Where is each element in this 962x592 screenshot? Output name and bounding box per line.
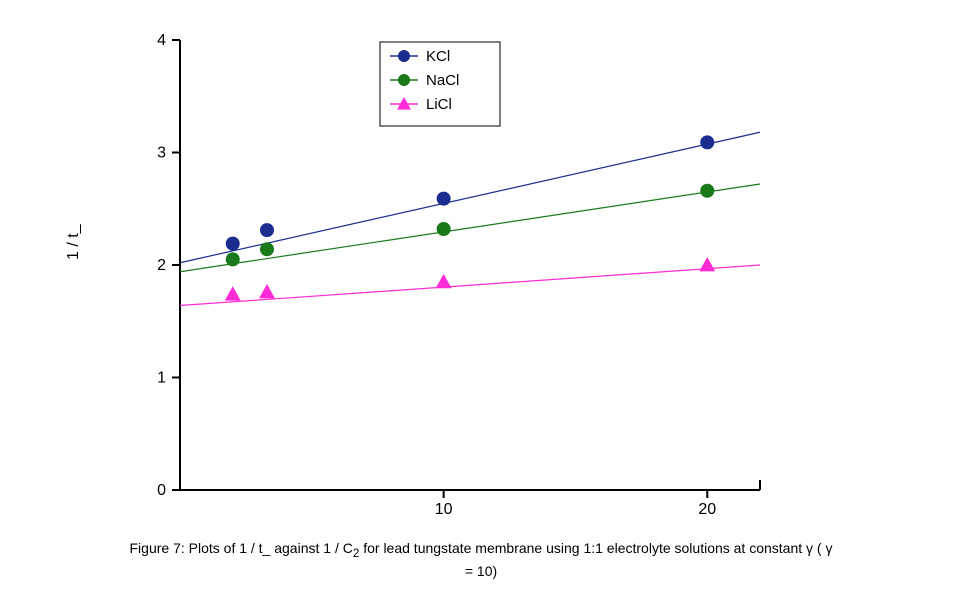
marker-nacl: [226, 252, 240, 266]
marker-nacl: [700, 184, 714, 198]
marker-licl: [699, 257, 715, 271]
marker-licl: [225, 286, 241, 300]
x-tick-label: 10: [435, 501, 453, 518]
marker-nacl: [437, 222, 451, 236]
legend-marker-nacl: [398, 74, 410, 86]
marker-kcl: [260, 223, 274, 237]
x-tick-label: 20: [698, 501, 716, 518]
y-axis-label: 1 / t_: [65, 224, 83, 260]
legend-label-kcl: KCl: [426, 48, 450, 65]
y-tick-label: 2: [157, 257, 166, 274]
figure-caption: Figure 7: Plots of 1 / t_ against 1 / C2…: [0, 539, 962, 582]
y-tick-label: 1: [157, 370, 166, 387]
legend-label-nacl: NaCl: [426, 72, 459, 89]
marker-kcl: [437, 192, 451, 206]
marker-kcl: [226, 237, 240, 251]
chart-svg: 0 1 2 3 4 10 20 KCl NaCl LiCl: [120, 20, 840, 540]
y-tick-label: 3: [157, 145, 166, 162]
legend-marker-kcl: [398, 50, 410, 62]
chart-container: 0 1 2 3 4 10 20 KCl NaCl LiCl: [120, 20, 840, 540]
marker-nacl: [260, 242, 274, 256]
marker-licl: [259, 284, 275, 298]
marker-licl: [436, 274, 452, 288]
legend-label-licl: LiCl: [426, 96, 452, 113]
marker-kcl: [700, 135, 714, 149]
y-tick-label: 4: [157, 32, 166, 49]
y-tick-label: 0: [157, 482, 166, 499]
